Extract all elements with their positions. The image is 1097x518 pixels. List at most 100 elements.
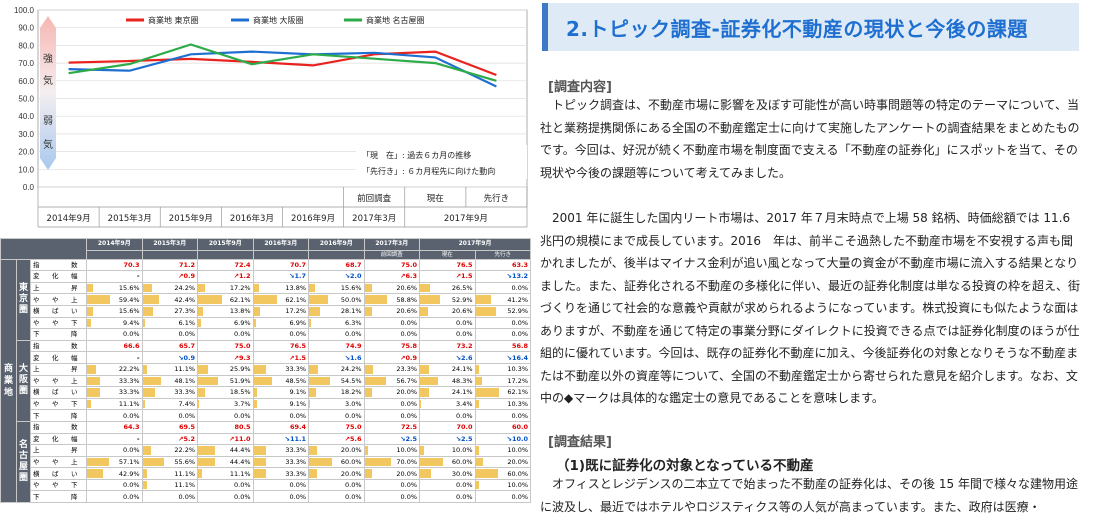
sentiment-strong-1: 強 bbox=[43, 52, 53, 65]
row-label: や や 下 降 bbox=[29, 316, 88, 330]
percent-bar bbox=[143, 318, 145, 328]
change-value: ↘13.2 bbox=[474, 270, 532, 283]
percent-value: 60.0% bbox=[308, 455, 365, 469]
x-top-label: 現在 bbox=[427, 193, 444, 204]
percent-value: 33.3% bbox=[86, 374, 143, 388]
percent-bar bbox=[254, 399, 257, 409]
percent-text: 41.2% bbox=[507, 295, 529, 304]
percent-text: 0.0% bbox=[345, 492, 362, 501]
percent-value: 11.1% bbox=[141, 467, 199, 480]
percent-text: 10.0% bbox=[451, 446, 473, 455]
percent-text: 0.0% bbox=[400, 400, 418, 409]
table-row: 下 降 0.0% 0.0% 0.0% 0.0% 0.0% 0.0% 0.0% 0.0% bbox=[1, 409, 532, 422]
percent-text: 20.0% bbox=[340, 469, 362, 478]
percent-bar bbox=[198, 364, 208, 374]
percent-text: 20.0% bbox=[396, 469, 418, 478]
percent-text: 0.0% bbox=[289, 492, 307, 501]
percent-value: 0.0% bbox=[363, 316, 421, 330]
percent-text: 26.5% bbox=[451, 284, 473, 293]
chart-svg: 100.0 90.0 80.0 70.0 60.0 50.0 40.0 30.0 20.0 10.… bbox=[14, 6, 528, 228]
percent-value: 0.0% bbox=[252, 478, 310, 492]
percent-value: 7.4% bbox=[141, 397, 199, 411]
table-row: や や 下 降 0.0% 11.1% 0.0% 0.0% 0.0% 0.0% 0.0% 10.0… bbox=[1, 478, 532, 492]
percent-value: 0.0% bbox=[252, 328, 310, 341]
percent-bar bbox=[254, 388, 257, 397]
table-row: や や 上 昇 57.1% 55.6% 44.4% 33.3% 60.0% 70.0% 60.… bbox=[1, 455, 532, 469]
percent-text: 0.0% bbox=[123, 492, 140, 501]
percent-text: 33.3% bbox=[285, 446, 307, 455]
subheader-blank bbox=[197, 249, 254, 260]
percent-bar bbox=[198, 399, 200, 409]
percent-value: 60.0% bbox=[419, 455, 476, 469]
table-row: 横 ば い 33.3% 33.3% 18.5% 9.1% 18.2% 20.0% 24.1% 6… bbox=[1, 386, 532, 399]
percent-bar bbox=[476, 306, 496, 316]
row-label: 下 降 bbox=[29, 409, 88, 422]
percent-text: 52.9% bbox=[507, 307, 529, 316]
percent-text: 0.0% bbox=[234, 411, 251, 420]
percent-text: 50.0% bbox=[340, 295, 362, 304]
y-tick-label: 100.0 bbox=[14, 6, 35, 15]
percent-bar bbox=[143, 364, 147, 374]
percent-value: 10.0% bbox=[474, 444, 532, 457]
percent-text: 48.3% bbox=[451, 376, 473, 385]
percent-text: 55.6% bbox=[174, 457, 196, 466]
percent-bar bbox=[309, 376, 330, 386]
percent-text: 62.1% bbox=[229, 295, 251, 304]
change-value: ↗1.5 bbox=[419, 270, 476, 283]
percent-bar bbox=[365, 376, 387, 386]
percent-value: 0.0% bbox=[141, 409, 199, 422]
percent-text: 22.2% bbox=[174, 446, 196, 455]
row-label: 横 ば い bbox=[29, 304, 88, 318]
percent-value: 15.6% bbox=[86, 281, 143, 295]
percent-value: 28.1% bbox=[308, 304, 365, 318]
percent-value: 20.0% bbox=[474, 455, 532, 469]
percent-text: 33.3% bbox=[285, 457, 307, 466]
percent-bar bbox=[476, 480, 480, 490]
percent-value: 0.0% bbox=[252, 409, 310, 422]
percent-bar bbox=[420, 364, 430, 374]
column-header: 2014年9月 bbox=[86, 238, 143, 251]
percent-bar bbox=[198, 318, 201, 328]
percent-bar bbox=[198, 376, 218, 386]
percent-text: 0.0% bbox=[289, 481, 307, 490]
percent-bar bbox=[143, 295, 159, 304]
percent-text: 0.0% bbox=[511, 411, 529, 420]
percent-value: 44.4% bbox=[197, 444, 254, 457]
percent-bar bbox=[87, 295, 110, 304]
percent-bar bbox=[198, 446, 215, 455]
percent-bar bbox=[87, 318, 91, 328]
percent-bar bbox=[198, 469, 203, 478]
legend-label: 商業地 大阪圏 bbox=[253, 15, 304, 25]
percent-text: 17.2% bbox=[507, 376, 529, 385]
row-label: 変 化 幅 bbox=[29, 432, 88, 446]
change-value: ↘1.7 bbox=[252, 270, 310, 283]
row-label: 下 降 bbox=[29, 328, 88, 341]
document-panel: 2.トピック調査-証券化不動産の現状と今後の課題 [調査内容] トピック調査は、… bbox=[540, 0, 1097, 514]
subheader-blank bbox=[86, 249, 143, 260]
column-header: 2015年9月 bbox=[197, 238, 254, 251]
percent-value: 0.0% bbox=[474, 281, 532, 295]
table-row: 上 昇 0.0% 22.2% 44.4% 33.3% 20.0% 10.0% 10.0% 10.… bbox=[1, 444, 532, 457]
percent-bar bbox=[420, 446, 424, 455]
x-top-label: 前回調査 bbox=[357, 193, 392, 204]
percent-value: 6.1% bbox=[141, 316, 199, 330]
change-value: ↗5.2 bbox=[141, 432, 199, 446]
legend-label: 商業地 名古屋圏 bbox=[366, 15, 425, 25]
percent-value: 33.3% bbox=[252, 444, 310, 457]
column-header: 2015年3月 bbox=[141, 238, 199, 251]
percent-bar bbox=[476, 457, 484, 467]
row-label: や や 上 昇 bbox=[29, 455, 88, 469]
change-value: - bbox=[86, 351, 143, 364]
change-value: ↗6.3 bbox=[363, 270, 421, 283]
percent-text: 25.9% bbox=[229, 365, 251, 374]
percent-text: 11.1% bbox=[174, 365, 196, 374]
legend-label: 商業地 東京圏 bbox=[148, 15, 199, 25]
percent-text: 9.1% bbox=[289, 400, 307, 409]
percent-text: 0.0% bbox=[400, 492, 418, 501]
percent-bar bbox=[254, 306, 261, 316]
percent-text: 57.1% bbox=[118, 457, 140, 466]
table-row: 横 ば い 42.9% 11.1% 11.1% 33.3% 20.0% 20.0% 30.0%… bbox=[1, 467, 532, 480]
table-row: や や 下 降 9.4% 6.1% 6.9% 6.9% 6.3% 0.0% 0.0% 0.0% bbox=[1, 316, 532, 330]
percent-text: 59.4% bbox=[118, 295, 140, 304]
percent-value: 62.1% bbox=[197, 293, 254, 306]
